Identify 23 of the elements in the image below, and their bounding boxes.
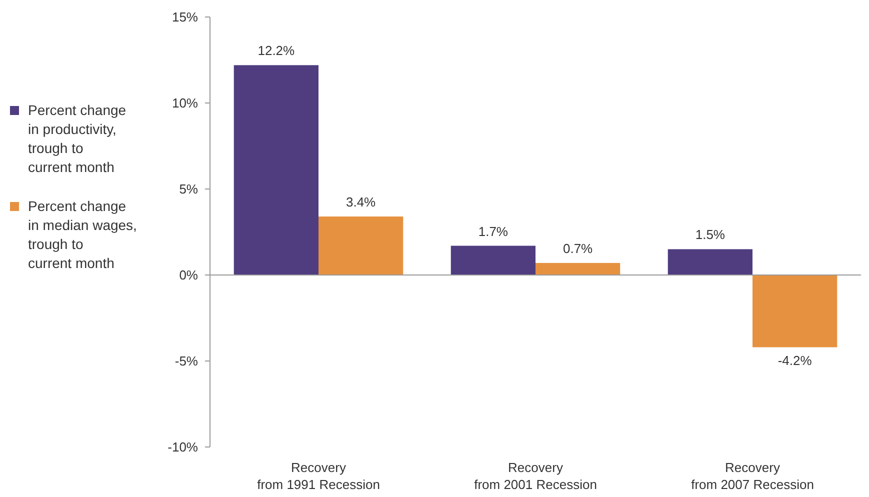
- bar: [668, 249, 752, 275]
- x-tick-label: Recovery from 2001 Recession: [474, 460, 597, 492]
- legend-label: Percent change in productivity, trough to current month: [28, 102, 126, 175]
- data-label: 0.7%: [562, 240, 594, 256]
- data-label: 12.2%: [258, 43, 296, 58]
- bar: [536, 262, 620, 275]
- x-tick-label: Recovery from 2007 Recession: [691, 460, 814, 492]
- y-tick-label: -5%: [174, 354, 198, 369]
- data-label: -4.2%: [778, 353, 812, 368]
- y-tick-label: -10%: [168, 440, 198, 455]
- legend-label: Percent change in median wages, trough to current month: [28, 198, 137, 271]
- bar: [752, 275, 838, 348]
- y-tick-label: 5%: [179, 182, 198, 197]
- y-tick-label: 15%: [172, 10, 198, 25]
- data-label: 3.4%: [346, 194, 376, 210]
- bar: [450, 246, 536, 275]
- data-label: 1.5%: [695, 227, 726, 242]
- bar: [318, 216, 404, 275]
- y-tick-label: 10%: [172, 96, 198, 111]
- data-label: 1.7%: [478, 224, 508, 239]
- y-tick-label: 0%: [179, 268, 198, 283]
- bar: [234, 65, 318, 275]
- x-tick-label: Recovery from 1991 Recession: [257, 460, 380, 492]
